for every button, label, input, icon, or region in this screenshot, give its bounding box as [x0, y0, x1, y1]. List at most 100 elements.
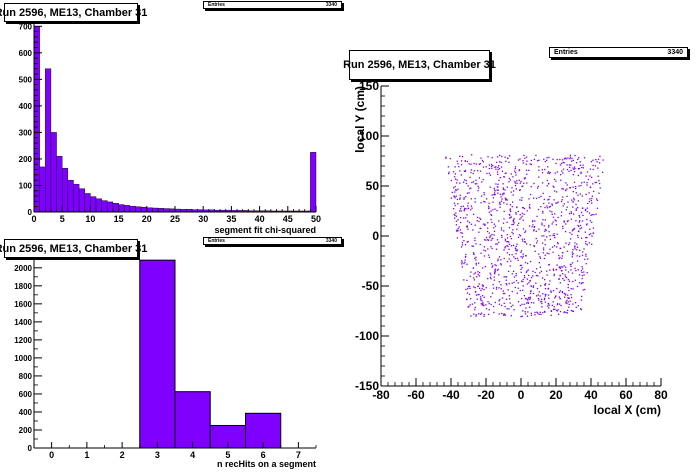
xy-point [574, 242, 576, 244]
xy-point [571, 272, 574, 274]
xy-point [500, 263, 502, 265]
xy-point [506, 186, 508, 188]
xy-point [476, 276, 478, 278]
chi2-x-tick-label: 45 [283, 214, 293, 224]
xy-point [519, 235, 522, 237]
xy-point [456, 160, 459, 162]
xy-point [459, 221, 462, 224]
nhits-y-tick-label: 600 [19, 390, 33, 399]
xy-point [525, 230, 527, 232]
xy-point [476, 216, 479, 219]
xy-point [457, 227, 459, 230]
xy-point [515, 188, 517, 190]
xy-point [533, 302, 535, 304]
xy-point [562, 188, 564, 190]
xy-point [527, 269, 529, 271]
xy-point [524, 261, 527, 264]
xy-point [553, 306, 555, 308]
xy-point [595, 198, 598, 200]
xy-point [479, 217, 481, 219]
xy-point [508, 177, 511, 180]
xy-point [548, 224, 550, 227]
xy-point [465, 217, 467, 219]
xy-point [523, 303, 525, 305]
xy-point [562, 161, 564, 164]
xy-point [460, 246, 463, 248]
xy-point [459, 217, 462, 219]
xy-point [506, 203, 508, 205]
xy-point [464, 243, 467, 246]
xy-point [529, 280, 531, 282]
xy-point [564, 157, 567, 159]
xy-point [491, 247, 493, 250]
xy-point [551, 213, 553, 216]
xy-point [548, 304, 550, 306]
xy-point [588, 212, 591, 214]
xy-point [527, 298, 529, 300]
xy-point [491, 266, 493, 268]
xy-point [530, 285, 532, 287]
xy-point [470, 169, 473, 171]
xy-point [515, 213, 517, 215]
xy-point [463, 208, 466, 211]
xy-point [541, 242, 544, 244]
xy-point [525, 298, 527, 300]
xy-point [464, 259, 466, 261]
xy-point [506, 244, 508, 247]
xy-point [540, 285, 542, 287]
xy-point [503, 276, 505, 278]
xy-point [512, 220, 514, 222]
xy-point [568, 303, 570, 306]
xy-point [466, 298, 468, 301]
xy-point [474, 308, 476, 311]
xy-point [546, 205, 548, 207]
xy-point [500, 166, 503, 168]
xy-point [562, 277, 564, 280]
xy-point [478, 283, 480, 285]
xy-point [546, 179, 548, 182]
xy-point [514, 180, 516, 183]
xy-point [512, 219, 515, 221]
xy-point [536, 160, 539, 162]
xy-point [538, 261, 541, 264]
xy-point [591, 197, 593, 200]
xy-point [487, 301, 489, 303]
xy-point [474, 183, 477, 185]
xy-point [541, 235, 543, 237]
xy-point [580, 211, 583, 214]
xy-point [541, 182, 544, 184]
nhits-x-axis-label: n recHits on a segment [217, 459, 316, 469]
xy-point [478, 293, 480, 296]
xy-point [517, 287, 519, 289]
xy-point [480, 202, 482, 204]
xy-point [457, 219, 459, 221]
chi2-y-tick-label: 600 [19, 49, 33, 58]
xy-point [507, 270, 510, 273]
xy-point [461, 266, 463, 268]
xy-point [565, 269, 567, 271]
xy-point [471, 181, 473, 184]
xy-point [461, 244, 464, 246]
xy-point [463, 210, 465, 212]
xy-point [566, 299, 568, 301]
xy-point [524, 178, 526, 180]
xy-point [506, 199, 508, 201]
xy-point [478, 231, 480, 233]
xy-point [472, 172, 474, 175]
xy-point [520, 315, 522, 318]
xy-point [577, 168, 580, 170]
xy-point [494, 272, 496, 274]
xy-point [562, 205, 564, 207]
xy-point [554, 236, 556, 239]
xy-point [570, 293, 572, 296]
chi2-histogram-panel: Run 2596, ME13, Chamber 31 Entries 3340 … [0, 0, 345, 236]
xy-point [566, 206, 568, 208]
xy-point [518, 179, 520, 182]
xy-point [582, 167, 585, 169]
xy-point [478, 187, 480, 189]
xy-point [507, 240, 509, 243]
xy-point [562, 273, 564, 275]
xy-point [456, 230, 458, 232]
xy-point [571, 262, 574, 264]
xy-point [498, 161, 501, 163]
